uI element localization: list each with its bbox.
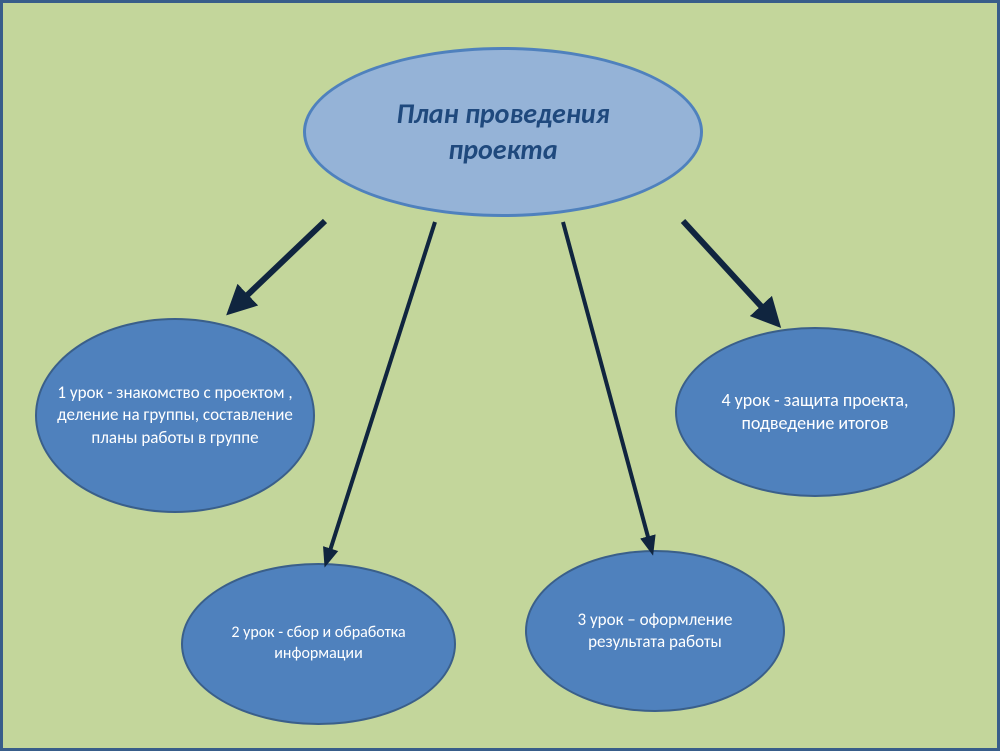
child-node-label: 3 урок – оформление результата работы [547, 609, 763, 653]
child-node-label: 4 урок - защита проекта, подведение итог… [697, 389, 933, 436]
child-node-label: 1 урок - знакомство с проектом , деление… [57, 382, 293, 448]
center-node: План проведенияпроекта [303, 47, 703, 217]
child-node-1: 1 урок - знакомство с проектом , деление… [35, 318, 315, 513]
diagram-canvas: План проведенияпроекта 1 урок - знакомств… [0, 0, 1000, 751]
arrow-4 [683, 221, 771, 317]
child-node-label: 2 урок - сбор и обработка информации [203, 623, 434, 665]
child-node-2: 2 урок - сбор и обработка информации [181, 563, 456, 725]
arrow-3 [563, 222, 651, 548]
center-node-label: План проведенияпроекта [396, 96, 609, 169]
arrow-1 [237, 221, 325, 305]
child-node-3: 3 урок – оформление результата работы [525, 550, 785, 712]
arrow-2 [327, 222, 435, 560]
child-node-4: 4 урок - защита проекта, подведение итог… [675, 327, 955, 497]
